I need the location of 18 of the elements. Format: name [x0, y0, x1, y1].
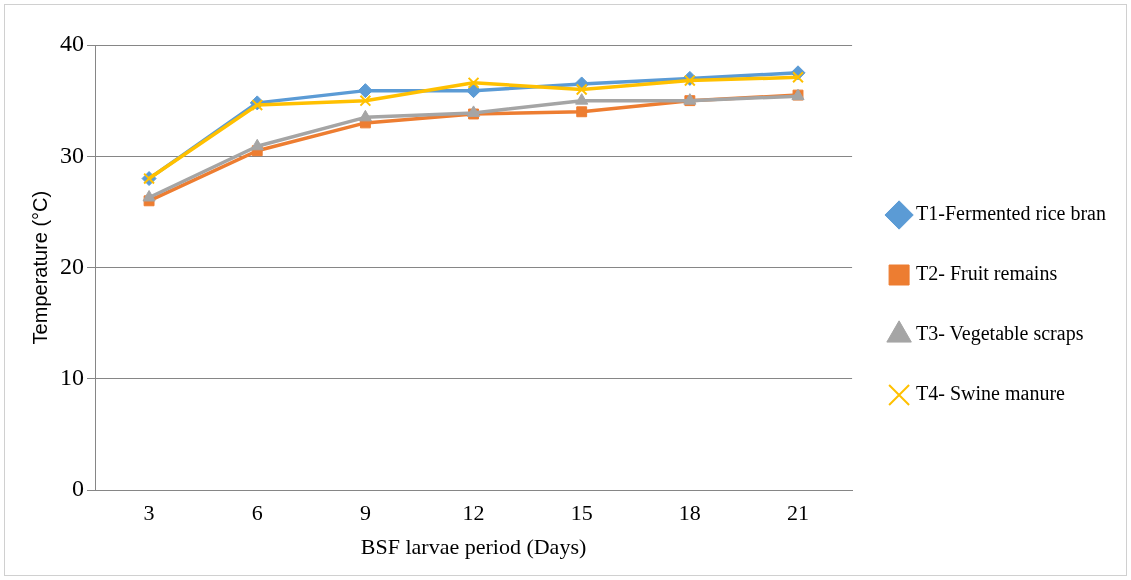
y-tick-label: 40 — [60, 30, 84, 57]
x-axis-title: BSF larvae period (Days) — [360, 533, 587, 559]
x-tick-label: 6 — [251, 500, 263, 526]
legend-label: T4- Swine manure — [916, 382, 1066, 405]
x-tick-label: 12 — [462, 500, 485, 526]
y-tick-label: 20 — [60, 252, 84, 279]
x-tick-label: 21 — [787, 500, 810, 526]
legend-label: T2- Fruit remains — [916, 262, 1058, 285]
y-tick-label: 30 — [60, 141, 84, 168]
x-tick-label: 9 — [359, 500, 371, 526]
x-tick-label: 15 — [570, 500, 593, 526]
y-tick-label: 10 — [60, 364, 84, 391]
y-tick-label: 0 — [72, 475, 84, 502]
x-tick-label: 3 — [143, 500, 155, 526]
y-axis-title: Temperature (°C) — [28, 190, 51, 345]
legend-label: T3- Vegetable scraps — [916, 322, 1084, 346]
x-tick-label: 18 — [678, 500, 701, 526]
legend-label: T1-Fermented rice bran — [916, 202, 1107, 225]
